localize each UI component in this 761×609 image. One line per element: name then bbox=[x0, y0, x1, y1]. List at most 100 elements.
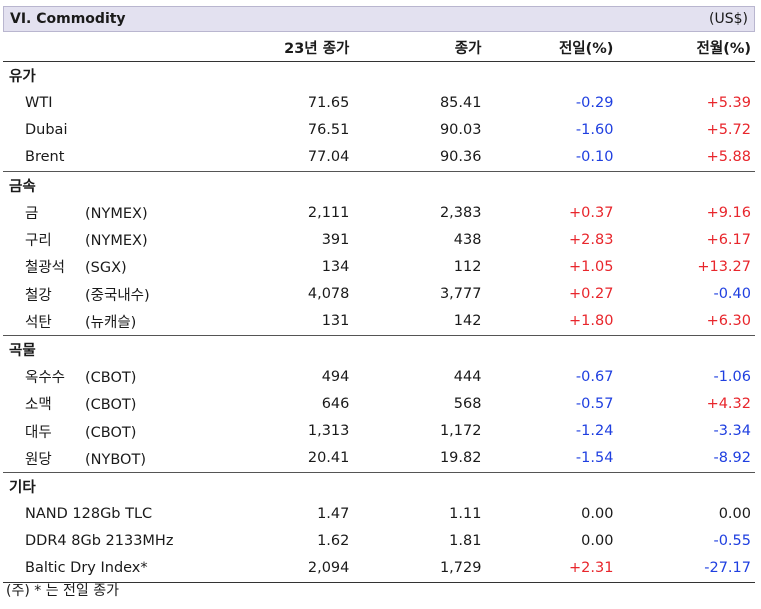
commodity-name: DDR4 8Gb 2133MHz bbox=[25, 532, 174, 549]
table-row: 철광석 (SGX) 134 112 +1.05 +13.27 bbox=[3, 253, 755, 280]
table-row: DDR4 8Gb 2133MHz 1.62 1.81 0.00 -0.55 bbox=[3, 527, 755, 554]
close-cell: 568 bbox=[453, 395, 482, 412]
unit-label: (US$) bbox=[709, 11, 748, 27]
table-row: 금 (NYMEX) 2,111 2,383 +0.37 +9.16 bbox=[3, 199, 755, 226]
exchange-label: (CBOT) bbox=[85, 424, 137, 441]
close-cell: 90.03 bbox=[439, 121, 482, 138]
commodity-name-cell: 철강 (중국내수) bbox=[3, 281, 238, 308]
daily-change-cell: -0.57 bbox=[575, 395, 614, 412]
col-header-name bbox=[3, 33, 238, 62]
commodity-name-cell: DDR4 8Gb 2133MHz bbox=[3, 527, 238, 554]
close-cell: 112 bbox=[453, 258, 482, 275]
close-cell: 438 bbox=[453, 231, 482, 248]
daily-change-cell: +0.37 bbox=[569, 204, 614, 221]
prev-year-close-cell: 1.47 bbox=[317, 505, 350, 522]
section-title: 곡물 bbox=[3, 334, 755, 364]
daily-change-cell: +2.31 bbox=[481, 554, 614, 583]
daily-change-cell: -1.54 bbox=[575, 450, 614, 467]
monthly-change-cell: -1.06 bbox=[713, 368, 751, 385]
monthly-change-cell: +5.88 bbox=[706, 149, 751, 166]
commodity-name: 대두 bbox=[25, 424, 52, 441]
exchange-label: (NYMEX) bbox=[85, 233, 148, 250]
exchange-label: (NYMEX) bbox=[85, 206, 148, 223]
commodity-name-cell: 소맥 (CBOT) bbox=[3, 390, 238, 417]
close-cell: 1,172 bbox=[439, 423, 482, 440]
table-row: Baltic Dry Index* 2,094 1,729 +2.31 -27.17 bbox=[3, 554, 755, 583]
col-header-prev-year-close: 23년 종가 bbox=[237, 33, 352, 62]
table-row: 철강 (중국내수) 4,078 3,777 +0.27 -0.40 bbox=[3, 281, 755, 308]
commodity-name-cell: Brent bbox=[3, 144, 238, 172]
prev-year-close-cell: 4,078 bbox=[307, 286, 350, 303]
commodity-name-cell: 구리 (NYMEX) bbox=[3, 226, 238, 253]
close-cell: 1.11 bbox=[449, 505, 482, 522]
close-cell: 3,777 bbox=[439, 286, 482, 303]
daily-change-cell: +1.80 bbox=[569, 313, 614, 330]
daily-change-cell: +0.27 bbox=[569, 286, 614, 303]
prev-year-close-cell: 131 bbox=[321, 313, 350, 330]
prev-year-close-cell: 2,094 bbox=[237, 554, 352, 583]
table-body: 유가 WTI 71.65 85.41 -0.29 +5.39 Dubai 76.51 90.03… bbox=[3, 62, 755, 583]
table-row: 옥수수 (CBOT) 494 444 -0.67 -1.06 bbox=[3, 363, 755, 390]
title-bar: VI. Commodity (US$) bbox=[3, 6, 755, 32]
commodity-name: Brent bbox=[25, 149, 65, 166]
section-title: 유가 bbox=[9, 69, 36, 86]
commodity-name: 철강 bbox=[25, 287, 52, 304]
close-cell: 1.81 bbox=[449, 532, 482, 549]
commodity-name-cell: Baltic Dry Index* bbox=[3, 554, 238, 583]
daily-change-cell: -0.29 bbox=[575, 94, 614, 111]
monthly-change-cell: 0.00 bbox=[718, 505, 751, 522]
prev-year-close-cell: 1,313 bbox=[307, 423, 350, 440]
monthly-change-cell: -8.92 bbox=[713, 450, 751, 467]
daily-change-cell: +1.05 bbox=[569, 258, 614, 275]
table-row: WTI 71.65 85.41 -0.29 +5.39 bbox=[3, 89, 755, 116]
table-row: 구리 (NYMEX) 391 438 +2.83 +6.17 bbox=[3, 226, 755, 253]
footnote: (주) * 는 전일 종가 bbox=[6, 583, 120, 599]
table-row: Dubai 76.51 90.03 -1.60 +5.72 bbox=[3, 116, 755, 143]
table-row: 원당 (NYBOT) 20.41 19.82 -1.54 -8.92 bbox=[3, 445, 755, 473]
close-cell: 1,729 bbox=[351, 554, 482, 583]
commodity-name: 철광석 bbox=[25, 260, 66, 277]
monthly-change-cell: +9.16 bbox=[706, 204, 751, 221]
prev-year-close-cell: 134 bbox=[321, 258, 350, 275]
commodity-name-cell: 옥수수 (CBOT) bbox=[3, 363, 238, 390]
commodity-name-cell: 석탄 (뉴캐슬) bbox=[3, 308, 238, 336]
monthly-change-cell: +5.39 bbox=[706, 94, 751, 111]
daily-change-cell: -1.24 bbox=[575, 423, 614, 440]
exchange-label: (중국내수) bbox=[85, 287, 150, 304]
monthly-change-cell: -0.55 bbox=[713, 532, 751, 549]
commodity-name: 석탄 bbox=[25, 314, 52, 331]
monthly-change-cell: -3.34 bbox=[713, 423, 751, 440]
col-header-monthly-change: 전월(%) bbox=[613, 33, 755, 62]
close-cell: 2,383 bbox=[439, 204, 482, 221]
prev-year-close-cell: 71.65 bbox=[307, 94, 350, 111]
monthly-change-cell: +4.32 bbox=[706, 395, 751, 412]
section-header: 기타 bbox=[3, 471, 755, 500]
commodity-name: NAND 128Gb TLC bbox=[25, 505, 153, 522]
prev-year-close-cell: 1.62 bbox=[317, 532, 350, 549]
commodity-name: 구리 bbox=[25, 233, 52, 250]
commodity-name-cell: 금 (NYMEX) bbox=[3, 199, 238, 226]
table-row: 석탄 (뉴캐슬) 131 142 +1.80 +6.30 bbox=[3, 308, 755, 336]
commodity-name: 금 bbox=[25, 206, 39, 223]
prev-year-close-cell: 77.04 bbox=[307, 149, 350, 166]
commodity-name-cell: NAND 128Gb TLC bbox=[3, 500, 238, 527]
col-header-daily-change: 전일(%) bbox=[481, 33, 614, 62]
monthly-change-cell: +6.30 bbox=[706, 313, 751, 330]
header-row: 23년 종가 종가 전일(%) 전월(%) bbox=[3, 33, 755, 62]
exchange-label: (CBOT) bbox=[85, 370, 137, 387]
close-cell: 142 bbox=[453, 313, 482, 330]
exchange-label: (NYBOT) bbox=[85, 451, 146, 468]
commodity-name-cell: WTI bbox=[3, 89, 238, 116]
close-cell: 85.41 bbox=[439, 94, 482, 111]
prev-year-close-cell: 494 bbox=[321, 368, 350, 385]
daily-change-cell: 0.00 bbox=[581, 505, 614, 522]
section-title: 금속 bbox=[3, 170, 755, 199]
prev-year-close-cell: 391 bbox=[321, 231, 350, 248]
col-header-close: 종가 bbox=[351, 33, 482, 62]
close-cell: 90.36 bbox=[439, 149, 482, 166]
exchange-label: (뉴캐슬) bbox=[85, 314, 137, 331]
commodity-table: 23년 종가 종가 전일(%) 전월(%) 유가 WTI 71.65 85.41 -0.… bbox=[3, 33, 755, 583]
table-row: Brent 77.04 90.36 -0.10 +5.88 bbox=[3, 144, 755, 172]
section-header: 유가 bbox=[3, 62, 755, 90]
